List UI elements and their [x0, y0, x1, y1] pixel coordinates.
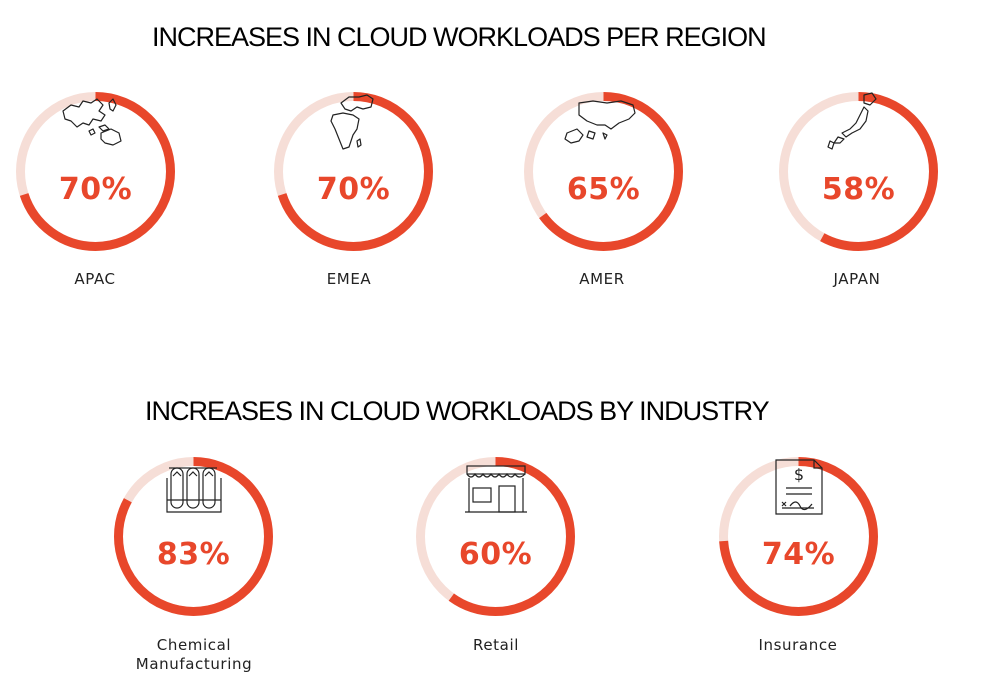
asia-pacific-map-icon	[62, 98, 122, 146]
donut-ring	[114, 457, 273, 616]
donut-value-arc	[524, 92, 683, 251]
donut-value-arc	[779, 92, 938, 251]
donut-insurance: $ 74%	[716, 454, 881, 619]
donut-value-arc	[114, 457, 273, 616]
donut-japan: 58%	[776, 89, 941, 254]
donut-ring	[524, 92, 683, 251]
category-label-amer: AMER	[579, 270, 625, 288]
region-section-title: INCREASES IN CLOUD WORKLOADS PER REGION	[152, 22, 767, 52]
label-line: Manufacturing	[135, 655, 253, 673]
value-label: 70%	[58, 172, 133, 207]
test-tubes-icon	[166, 467, 222, 513]
storefront-icon	[465, 465, 527, 513]
emea-map-icon	[330, 94, 374, 150]
category-label-japan: JAPAN	[833, 270, 881, 288]
donut-apac: 70%	[13, 89, 178, 254]
value-label: 65%	[566, 172, 641, 207]
donut-chemical-manufacturing: 83%	[111, 454, 276, 619]
value-label: 83%	[156, 537, 231, 572]
category-label-chemical-manufacturing: Chemical Manufacturing	[94, 636, 294, 674]
donut-value-arc	[719, 457, 878, 616]
donut-value-arc	[16, 92, 175, 251]
category-label-insurance: Insurance	[758, 636, 838, 654]
donut-ring	[416, 457, 575, 616]
industry-section-title: INCREASES IN CLOUD WORKLOADS BY INDUSTRY	[145, 396, 770, 426]
insurance-document-icon: $	[775, 459, 823, 515]
donut-amer: 65%	[521, 89, 686, 254]
svg-text:$: $	[794, 465, 804, 484]
donut-ring	[16, 92, 175, 251]
donut-emea: 70%	[271, 89, 436, 254]
value-label: 58%	[821, 172, 896, 207]
value-label: 70%	[316, 172, 391, 207]
category-label-apac: APAC	[74, 270, 116, 288]
donut-retail: 60%	[413, 454, 578, 619]
value-label: 60%	[458, 537, 533, 572]
donut-value-arc	[416, 457, 575, 616]
category-label-retail: Retail	[473, 636, 519, 654]
label-line: Chemical	[156, 636, 232, 654]
donut-ring	[779, 92, 938, 251]
value-label: 74%	[761, 537, 836, 572]
donut-ring	[719, 457, 878, 616]
americas-map-icon	[564, 100, 636, 144]
japan-map-icon	[827, 92, 877, 150]
category-label-emea: EMEA	[326, 270, 372, 288]
